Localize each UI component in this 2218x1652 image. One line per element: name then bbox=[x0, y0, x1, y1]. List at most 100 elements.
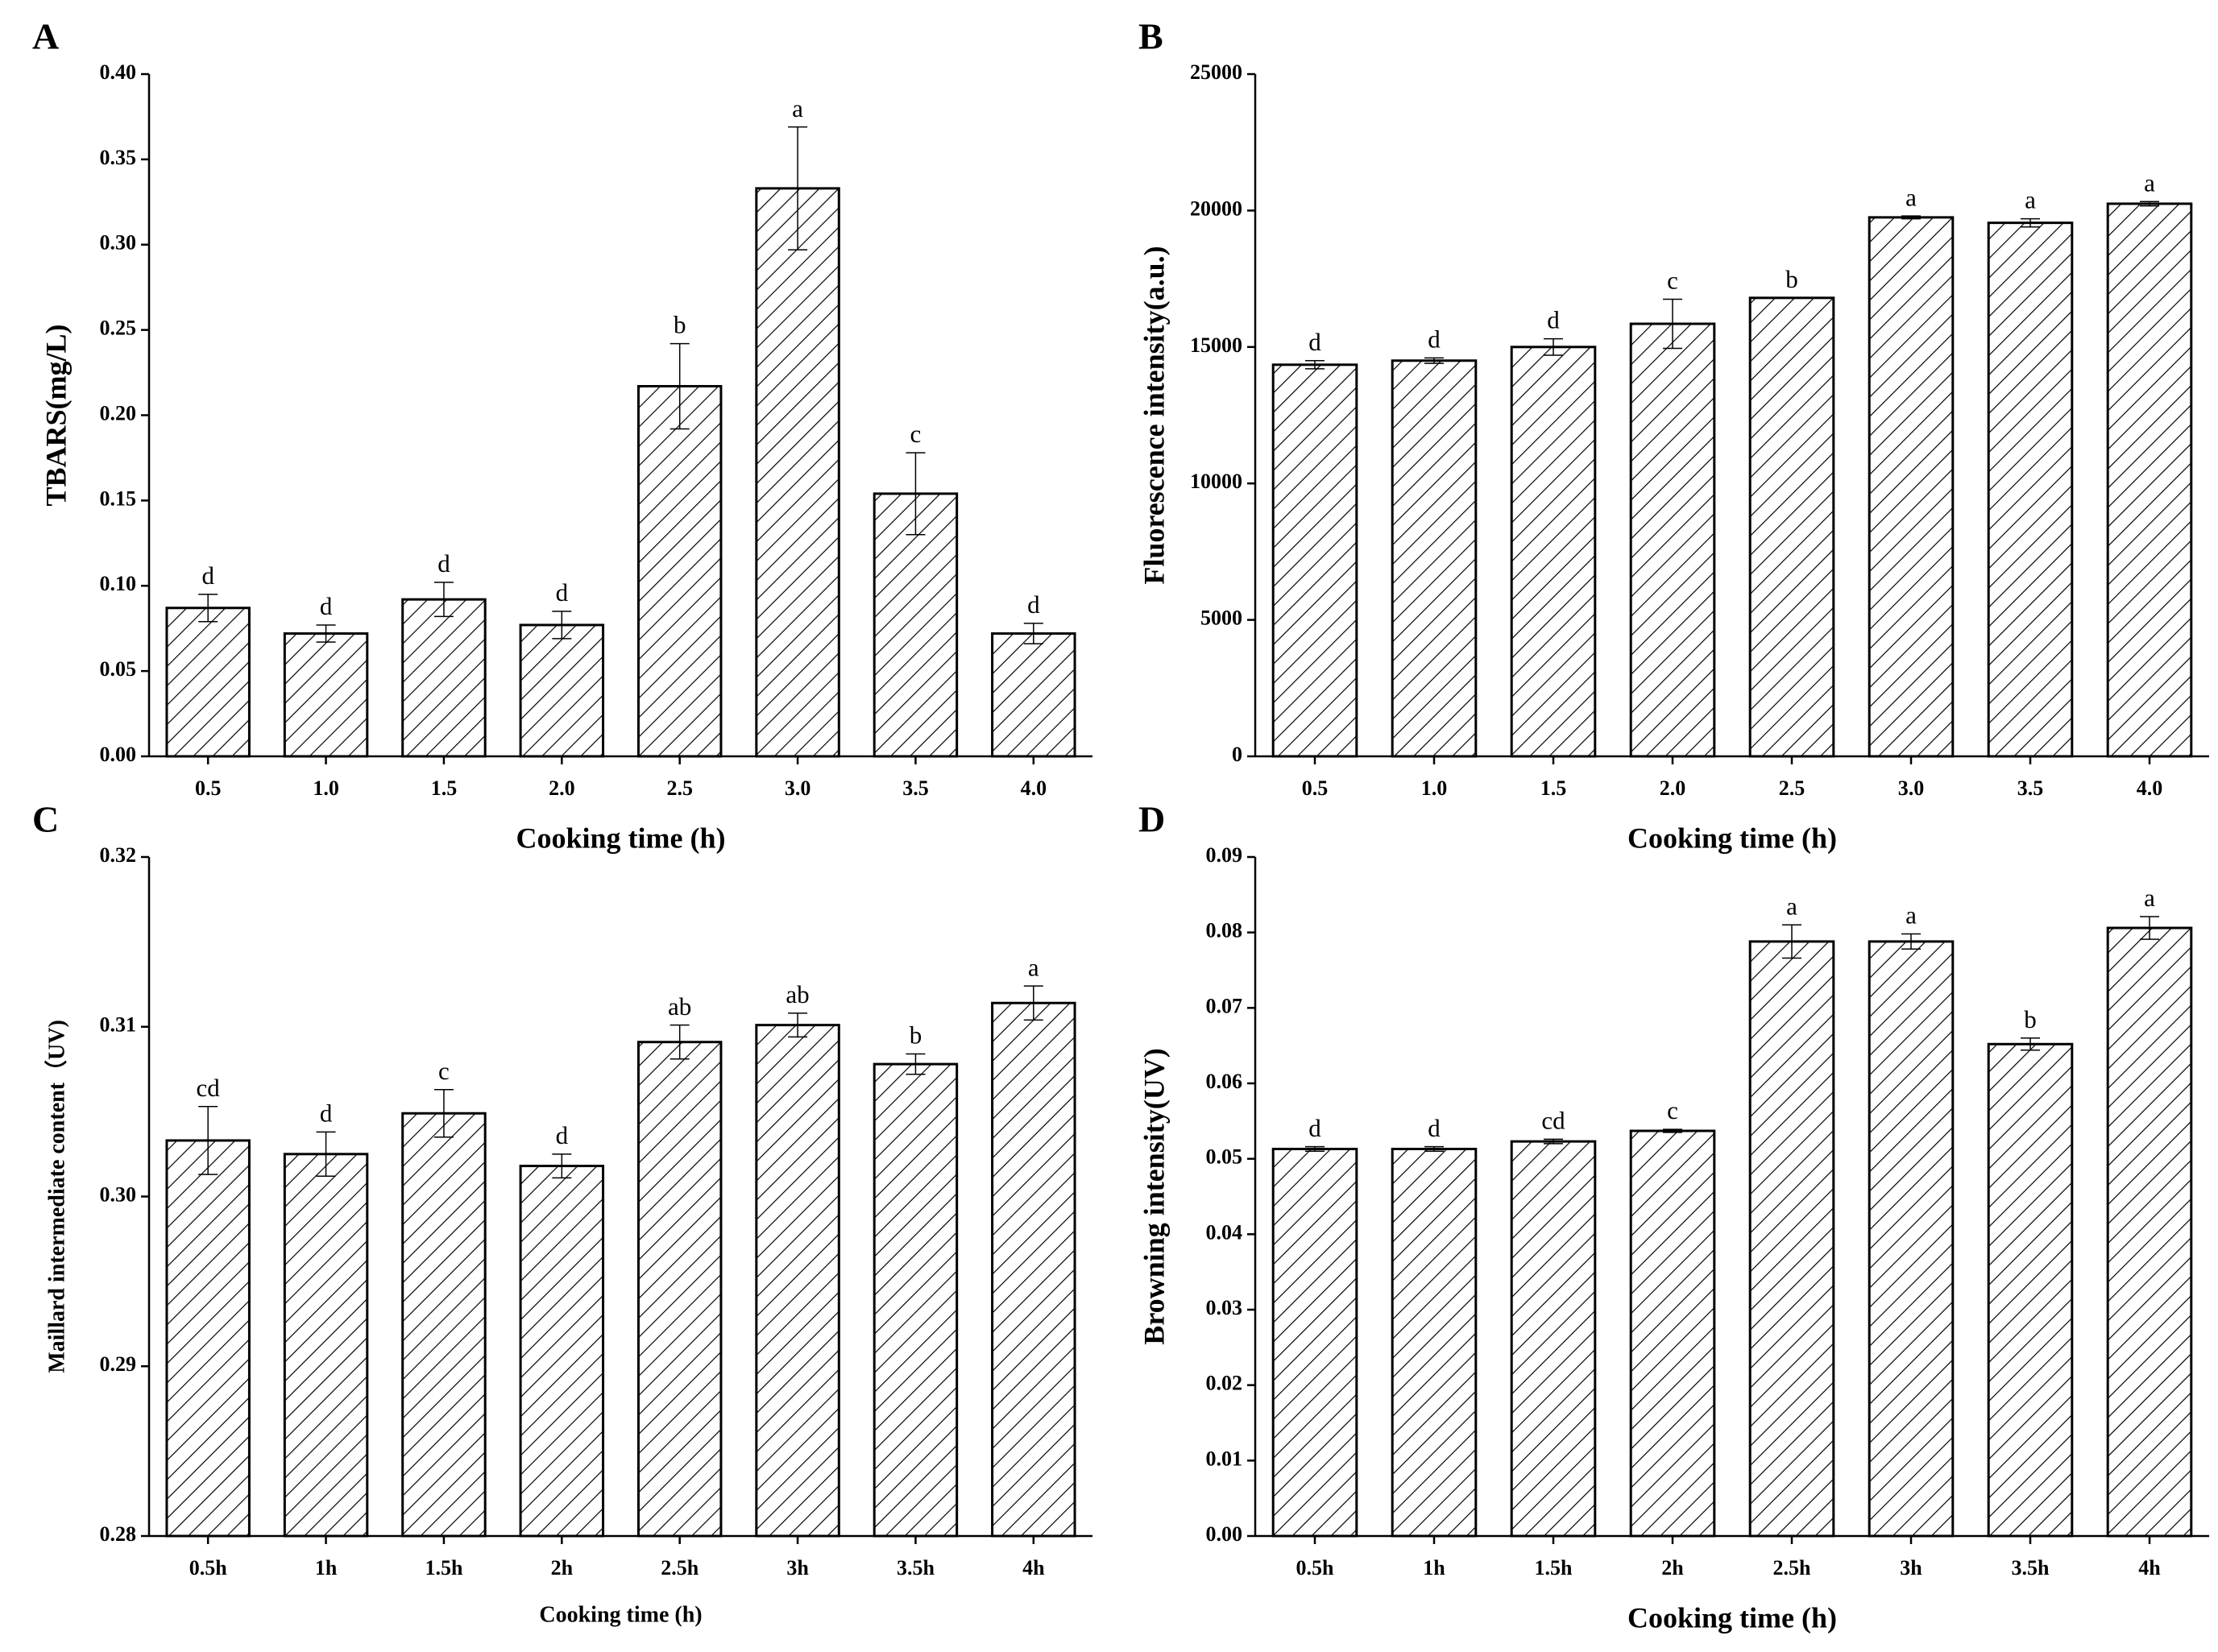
y-tick-label: 0.10 bbox=[100, 572, 137, 595]
error-bar bbox=[1901, 933, 1921, 950]
y-tick-label: 0.00 bbox=[1206, 1522, 1243, 1546]
error-bar bbox=[2140, 201, 2159, 207]
error-bar bbox=[1663, 1128, 1682, 1133]
y-tick-label: 0.40 bbox=[100, 60, 137, 84]
x-tick-label: 4.0 bbox=[1021, 776, 1047, 800]
y-axis-title: TBARS(mg/L) bbox=[39, 324, 72, 506]
significance-label: cd bbox=[1541, 1106, 1565, 1134]
bar bbox=[1629, 322, 1716, 758]
error-bar bbox=[906, 1053, 926, 1075]
error-bar bbox=[1424, 1145, 1444, 1153]
bar bbox=[1391, 1147, 1478, 1538]
x-tick-label: 2h bbox=[551, 1556, 574, 1580]
bar bbox=[2106, 202, 2193, 758]
error-bar bbox=[906, 452, 926, 536]
bar bbox=[1987, 1042, 2074, 1538]
y-tick-label: 10000 bbox=[1190, 470, 1242, 493]
x-tick-label: 1.5h bbox=[1535, 1556, 1573, 1580]
bar bbox=[1391, 359, 1478, 758]
bar bbox=[636, 1041, 723, 1538]
panel-label: B bbox=[1138, 16, 1163, 57]
x-tick-label: 0.5 bbox=[195, 776, 222, 800]
significance-label: ab bbox=[786, 980, 809, 1008]
significance-label: d bbox=[1428, 325, 1441, 353]
x-tick-label: 2.5 bbox=[1779, 776, 1805, 800]
error-bar bbox=[198, 594, 218, 623]
significance-label: d bbox=[1308, 1114, 1321, 1142]
y-tick-label: 0.29 bbox=[100, 1352, 137, 1376]
significance-label: a bbox=[1905, 901, 1917, 930]
significance-label: d bbox=[1308, 328, 1321, 356]
significance-label: c bbox=[1667, 1096, 1678, 1124]
x-tick-label: 2.5h bbox=[661, 1556, 699, 1580]
error-bar bbox=[1305, 1145, 1325, 1153]
significance-label: a bbox=[2144, 168, 2155, 197]
x-tick-label: 3.5 bbox=[902, 776, 929, 800]
x-tick-label: 1.5h bbox=[425, 1556, 463, 1580]
error-bar bbox=[316, 624, 336, 643]
error-bar bbox=[552, 1153, 572, 1179]
x-axis-title: Cooking time (h) bbox=[516, 822, 726, 854]
bar bbox=[873, 492, 959, 758]
significance-label: a bbox=[2025, 186, 2036, 214]
x-tick-label: 2.0 bbox=[549, 776, 575, 800]
error-bar bbox=[1663, 298, 1682, 350]
x-tick-label: 3.5h bbox=[897, 1556, 935, 1580]
bar bbox=[991, 1001, 1076, 1538]
significance-label: c bbox=[438, 1057, 450, 1085]
error-bar bbox=[198, 1106, 218, 1175]
y-tick-label: 0.35 bbox=[100, 146, 137, 169]
y-axis-title: Maillard intermediate content（UV) bbox=[43, 1020, 69, 1373]
panel-label: A bbox=[32, 16, 59, 57]
x-tick-label: 1h bbox=[315, 1556, 338, 1580]
error-bar bbox=[2021, 217, 2040, 228]
error-bar bbox=[433, 1088, 454, 1138]
bar bbox=[636, 385, 723, 758]
error-bar bbox=[1544, 337, 1563, 356]
significance-label: d bbox=[1428, 1114, 1441, 1142]
y-tick-label: 0 bbox=[1232, 743, 1242, 766]
y-tick-label: 0.30 bbox=[100, 231, 137, 255]
y-tick-label: 0.00 bbox=[100, 743, 137, 766]
significance-label: b bbox=[910, 1021, 922, 1050]
error-bar bbox=[1901, 215, 1921, 220]
bar bbox=[991, 632, 1076, 758]
x-tick-label: 4h bbox=[2138, 1556, 2161, 1580]
error-bar bbox=[788, 126, 808, 250]
y-axis-title: Fluorescence intensity(a.u.) bbox=[1138, 246, 1170, 584]
y-tick-label: 20000 bbox=[1190, 197, 1242, 220]
x-tick-label: 3h bbox=[786, 1556, 809, 1580]
y-tick-label: 5000 bbox=[1200, 607, 1242, 630]
y-tick-label: 0.07 bbox=[1206, 994, 1243, 1017]
y-tick-label: 0.08 bbox=[1206, 919, 1243, 942]
significance-label: c bbox=[1667, 267, 1678, 295]
error-bar bbox=[670, 342, 690, 430]
y-tick-label: 0.01 bbox=[1206, 1447, 1243, 1470]
x-tick-label: 4.0 bbox=[2137, 776, 2163, 800]
error-bar bbox=[1305, 359, 1325, 370]
bar bbox=[165, 1139, 251, 1538]
y-tick-label: 0.32 bbox=[100, 843, 137, 867]
bar bbox=[1748, 940, 1835, 1538]
y-tick-label: 0.05 bbox=[100, 657, 137, 681]
x-tick-label: 0.5 bbox=[1302, 776, 1329, 800]
bar bbox=[1987, 222, 2074, 758]
significance-label: a bbox=[1786, 892, 1797, 920]
x-tick-label: 3.0 bbox=[785, 776, 811, 800]
panel-label: D bbox=[1138, 799, 1165, 840]
x-tick-label: 4h bbox=[1022, 1556, 1045, 1580]
y-tick-label: 0.05 bbox=[1206, 1145, 1243, 1169]
x-tick-label: 1.0 bbox=[313, 776, 339, 800]
significance-label: a bbox=[1905, 183, 1917, 211]
y-tick-label: 0.31 bbox=[100, 1013, 137, 1037]
error-bar bbox=[1424, 357, 1444, 364]
bar bbox=[165, 607, 251, 758]
bar bbox=[1748, 296, 1835, 758]
x-axis-title: Cooking time (h) bbox=[539, 1602, 702, 1627]
bar bbox=[755, 187, 840, 758]
x-tick-label: 3.0 bbox=[1898, 776, 1925, 800]
bar bbox=[401, 598, 487, 758]
bar bbox=[283, 1153, 369, 1538]
significance-label: d bbox=[556, 1121, 569, 1149]
y-tick-label: 0.20 bbox=[100, 401, 137, 424]
